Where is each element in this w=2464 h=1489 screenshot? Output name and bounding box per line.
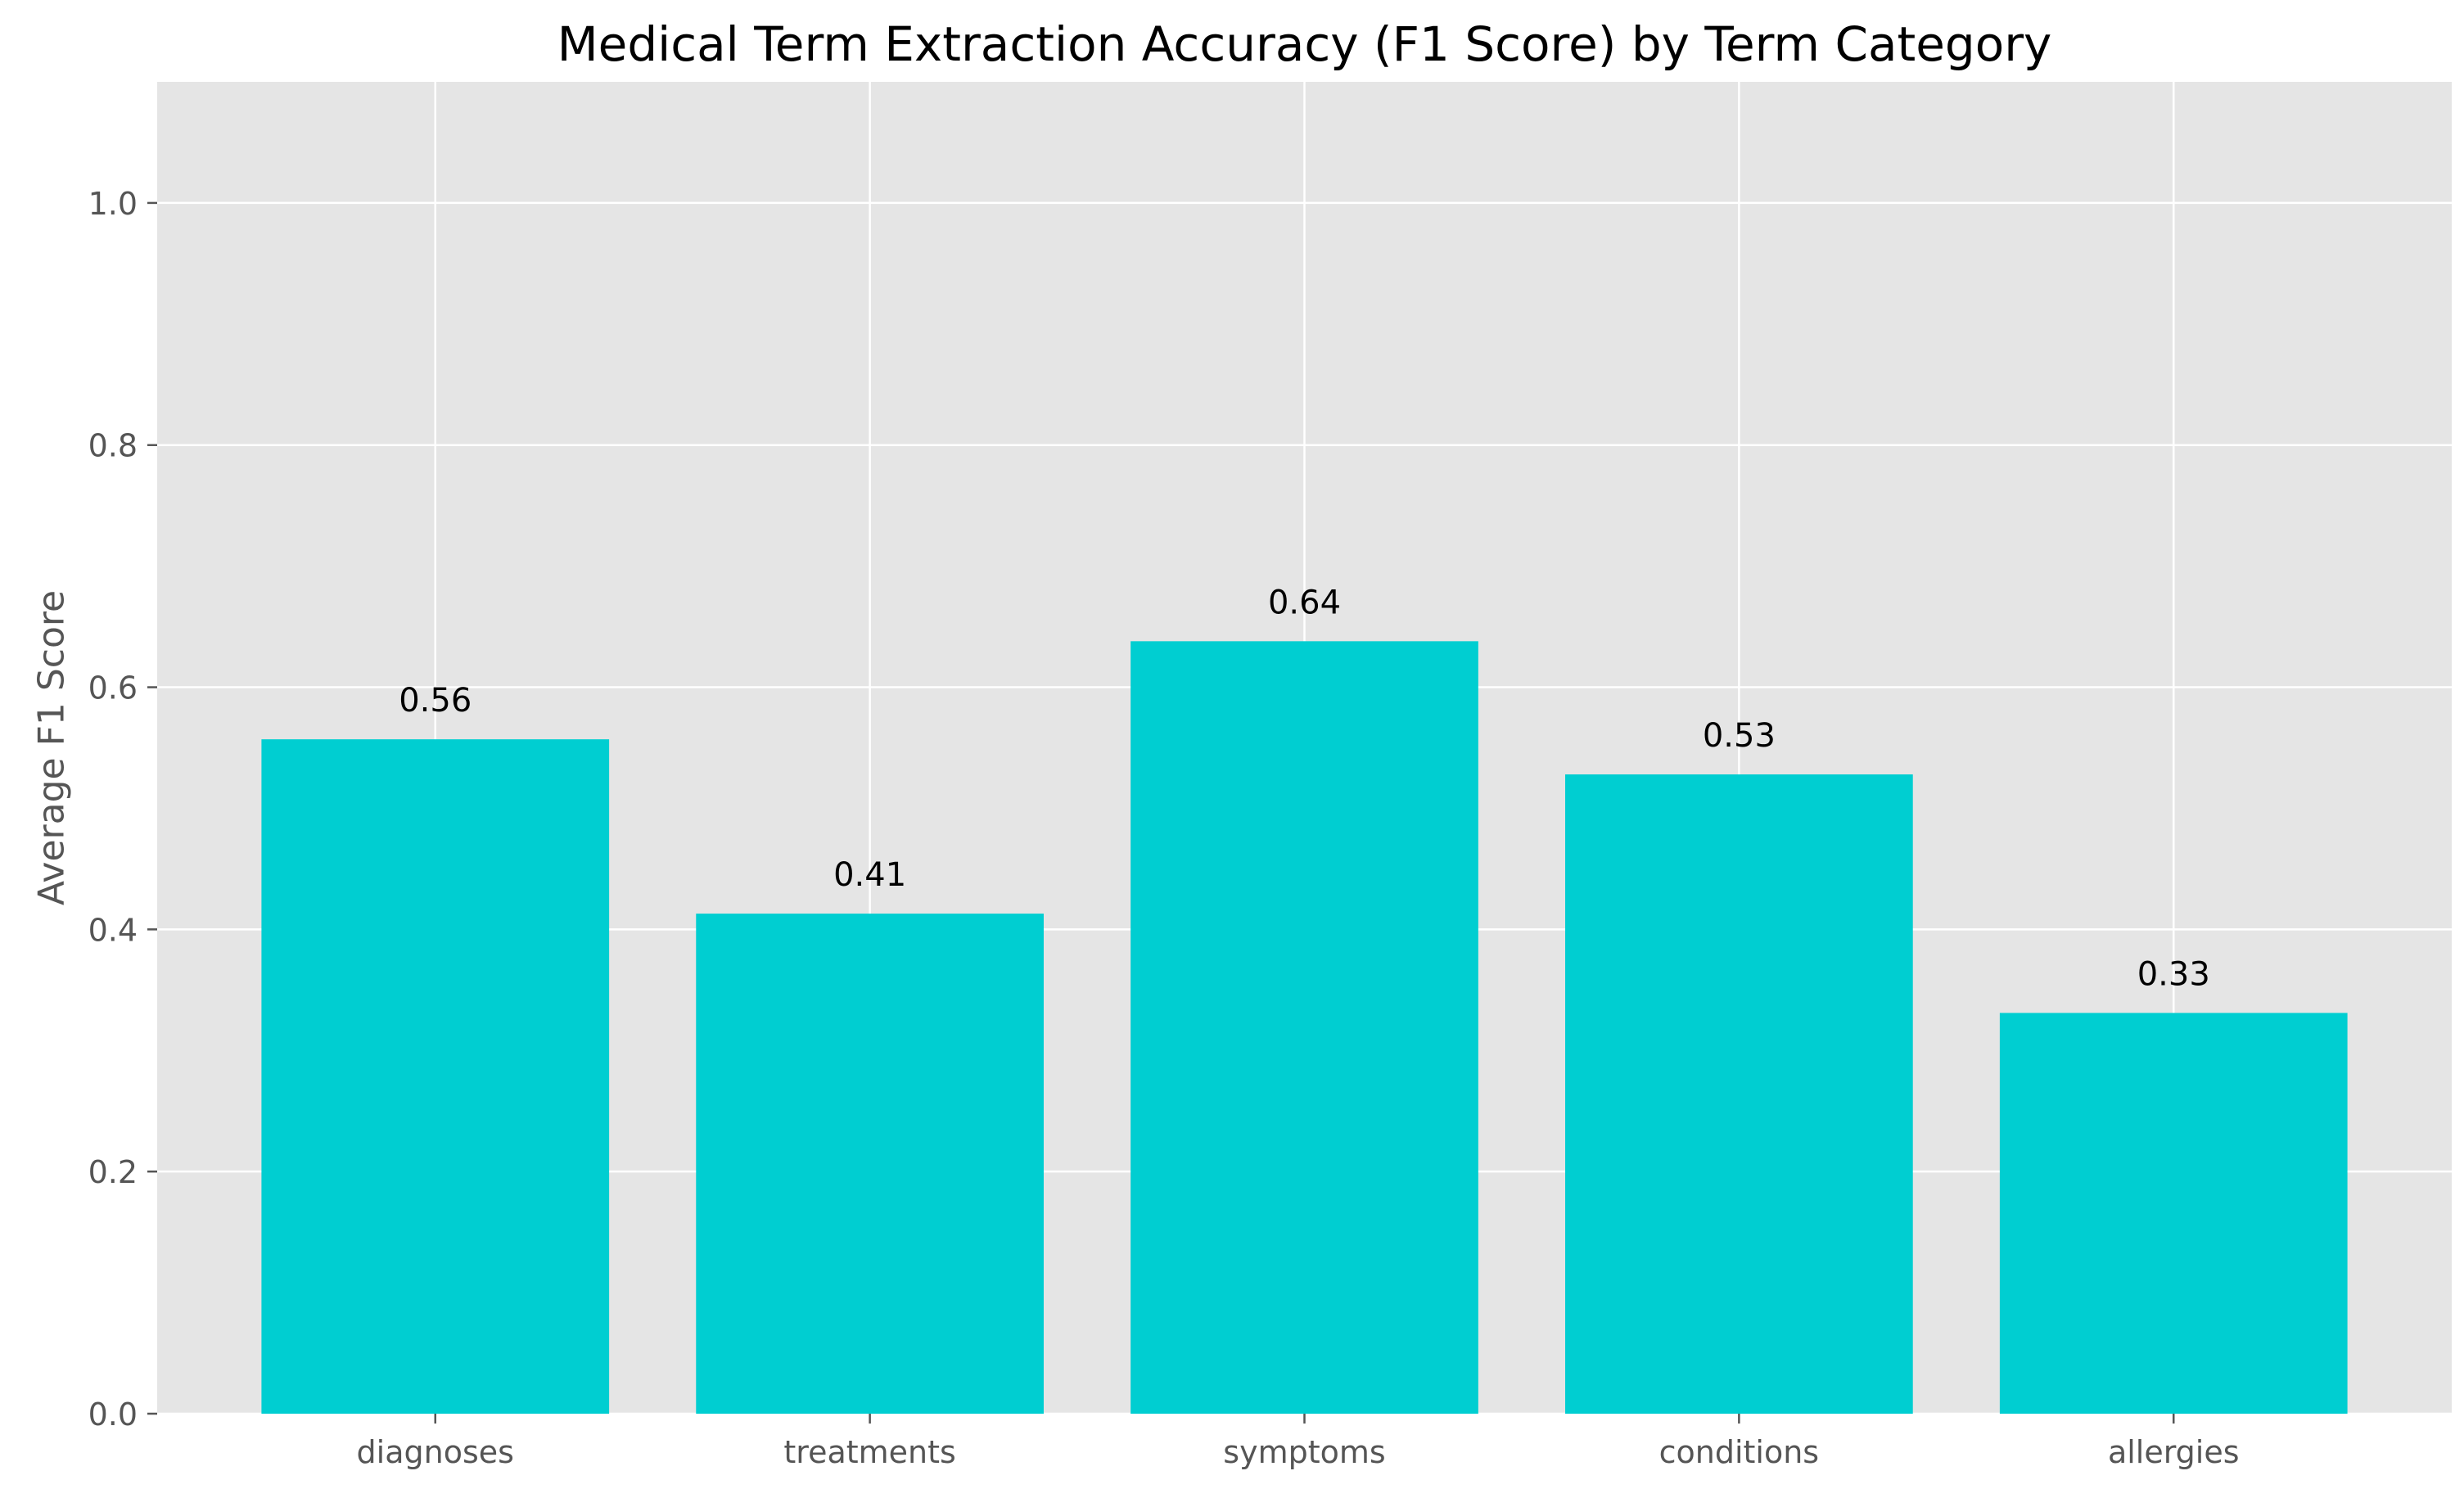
bars bbox=[261, 641, 2348, 1414]
bar-symptoms bbox=[1130, 641, 1478, 1414]
x-tick-label-symptoms: symptoms bbox=[1223, 1434, 1385, 1470]
bar-allergies bbox=[1999, 1013, 2348, 1414]
bar-conditions bbox=[1565, 774, 1913, 1414]
data-label-allergies: 0.33 bbox=[2137, 955, 2210, 993]
data-label-symptoms: 0.64 bbox=[1268, 584, 1341, 621]
x-tick-label-conditions: conditions bbox=[1659, 1434, 1820, 1470]
y-tick-label: 0.8 bbox=[88, 428, 138, 464]
x-axis-ticks: diagnoses treatments symptoms conditions all… bbox=[357, 1414, 2240, 1470]
y-tick-label: 0.6 bbox=[88, 670, 138, 706]
y-tick-label: 0.4 bbox=[88, 912, 138, 948]
bar-diagnoses bbox=[261, 739, 610, 1414]
chart-title: Medical Term Extraction Accuracy (F1 Sco… bbox=[557, 16, 2052, 72]
data-label-diagnoses: 0.56 bbox=[399, 682, 472, 720]
x-tick-label-diagnoses: diagnoses bbox=[357, 1434, 514, 1470]
y-tick-label: 0.0 bbox=[88, 1397, 138, 1433]
data-label-conditions: 0.53 bbox=[1703, 717, 1776, 755]
x-tick-label-treatments: treatments bbox=[783, 1434, 955, 1470]
y-axis-ticks: 0.0 0.2 0.4 0.6 0.8 1.0 bbox=[88, 186, 157, 1433]
data-labels: 0.56 0.41 0.64 0.53 0.33 bbox=[399, 584, 2210, 993]
y-tick-label: 1.0 bbox=[88, 186, 138, 222]
y-tick-label: 0.2 bbox=[88, 1154, 138, 1190]
y-axis-label: Average F1 Score bbox=[30, 590, 72, 905]
x-tick-label-allergies: allergies bbox=[2108, 1434, 2240, 1470]
data-label-treatments: 0.41 bbox=[833, 856, 906, 894]
bar-treatments bbox=[696, 914, 1044, 1414]
